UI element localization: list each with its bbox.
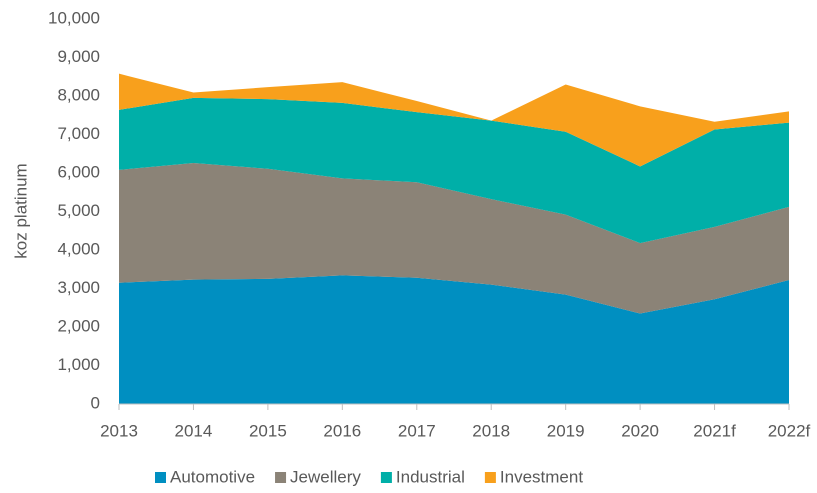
area [119, 73, 789, 167]
y-tick-label: 5,000 [57, 201, 100, 220]
legend-swatch [484, 472, 496, 483]
y-tick-label: 6,000 [57, 162, 100, 181]
y-tick-label: 1,000 [57, 355, 100, 374]
y-tick-label: 0 [91, 393, 100, 412]
x-tick-label: 2013 [100, 421, 138, 440]
y-tick-label: 2,000 [57, 316, 100, 335]
legend-swatch [275, 472, 287, 483]
y-tick-label: 3,000 [57, 278, 100, 297]
area [119, 162, 789, 314]
y-tick-label: 8,000 [57, 85, 100, 104]
x-tick-label: 2018 [472, 421, 510, 440]
y-tick-label: 4,000 [57, 239, 100, 258]
x-tick-label: 2016 [323, 421, 361, 440]
x-tick-label: 2017 [398, 421, 436, 440]
x-tick-label: 2014 [175, 421, 213, 440]
y-tick-label: 10,000 [48, 8, 100, 27]
legend-label: Industrial [396, 467, 465, 486]
y-tick-label: 9,000 [57, 47, 100, 66]
legend-swatch [380, 472, 392, 483]
legend-label: Jewellery [290, 467, 361, 486]
y-axis-label: koz platinum [11, 163, 30, 258]
legend-swatch [155, 472, 166, 483]
x-tick-label: 2020 [621, 421, 659, 440]
x-tick-label: 2021f [693, 421, 736, 440]
legend-label: Automotive [170, 467, 255, 486]
x-tick-label: 2022f [768, 421, 811, 440]
area [119, 97, 789, 244]
area [119, 275, 789, 404]
x-tick-label: 2019 [547, 421, 585, 440]
legend-label: Investment [500, 467, 583, 486]
y-tick-label: 7,000 [57, 124, 100, 143]
x-tick-label: 2015 [249, 421, 287, 440]
